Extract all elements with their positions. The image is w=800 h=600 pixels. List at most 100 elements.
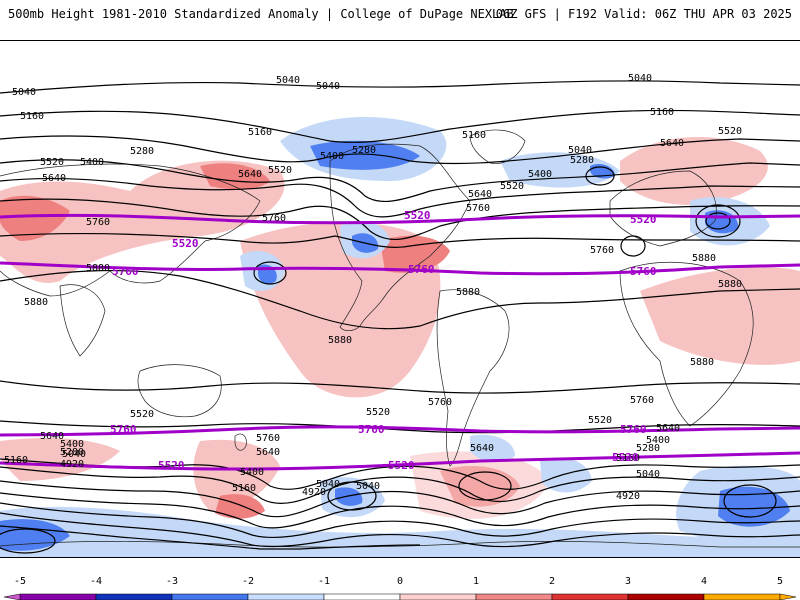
contour-5160-n xyxy=(0,109,800,143)
colorbar-segment xyxy=(171,593,249,600)
label-5160: 5160 xyxy=(20,111,44,122)
colorbar-tick-label: -5 xyxy=(14,576,26,587)
coast-africa xyxy=(619,261,754,427)
contour-closed-low-europe xyxy=(695,204,741,238)
purple-5520-s xyxy=(0,451,800,471)
contour-closed-low-sind xyxy=(723,484,777,518)
colorbar-segment xyxy=(323,593,401,600)
anomaly-pos-africa xyxy=(640,267,800,365)
header: 500mb Height 1981-2010 Standardized Anom… xyxy=(0,0,800,30)
label-5760: 5760 xyxy=(262,213,286,224)
colorbar-segment xyxy=(247,593,325,600)
label-5520: 5520 xyxy=(500,181,524,192)
coast-asia xyxy=(0,163,261,297)
label-purple-5760: 5760 xyxy=(630,265,657,278)
label-5400: 5400 xyxy=(240,467,264,478)
label-5880: 5880 xyxy=(690,357,714,368)
anomaly-neg-south-atl xyxy=(470,434,515,463)
anomaly-neg-arctic-core xyxy=(310,140,420,170)
anomaly-neg-arctic-east xyxy=(500,152,620,188)
label-5040: 5040 xyxy=(276,75,300,86)
colorbar-segment xyxy=(627,593,705,600)
label-5520: 5520 xyxy=(366,407,390,418)
label-5040: 5040 xyxy=(62,449,86,460)
anomaly-pos-south-pac-1 xyxy=(193,439,280,511)
anomaly-map: 5040 5040 5040 5040 5040 5160 5160 5160 … xyxy=(0,73,800,557)
label-5640: 5640 xyxy=(660,138,684,149)
label-5760: 5760 xyxy=(86,217,110,228)
label-4920: 4920 xyxy=(616,491,640,502)
coast-australia xyxy=(137,364,222,418)
label-5040: 5040 xyxy=(316,479,340,490)
contour-closed-low-ant xyxy=(0,528,56,554)
label-5040: 5040 xyxy=(636,469,660,480)
label-5400: 5400 xyxy=(320,151,344,162)
contour-closed-low-arctic xyxy=(585,166,615,186)
colorbar-tick-label: -3 xyxy=(166,576,178,587)
colorbar-tick-label: 5 xyxy=(777,576,783,587)
label-5520: 5520 xyxy=(718,126,742,137)
anomaly-pos-na xyxy=(380,235,450,273)
height-contours xyxy=(0,80,800,554)
label-5280: 5280 xyxy=(130,146,154,157)
colorbar-tick-label: 3 xyxy=(625,576,631,587)
contour-5040-n xyxy=(0,80,800,94)
colorbar-tick-label: -4 xyxy=(90,576,102,587)
map-title: 500mb Height 1981-2010 Standardized Anom… xyxy=(8,7,514,21)
contour-closed-low-spac xyxy=(327,481,377,511)
label-5760: 5760 xyxy=(256,433,280,444)
colorbar-segment xyxy=(703,593,781,600)
label-5520: 5520 xyxy=(130,409,154,420)
label-5040: 5040 xyxy=(316,81,340,92)
contour-5640-n xyxy=(0,198,800,240)
label-purple-5520: 5520 xyxy=(612,451,639,464)
anomaly-pos-europe xyxy=(620,137,768,205)
contour-5520-n xyxy=(0,177,800,218)
coast-new-zealand xyxy=(234,433,247,451)
contour-5520-s xyxy=(0,466,800,504)
colorbar-graphic: -5 -4 -3 -2 -1 0 1 2 3 4 5 xyxy=(3,576,797,600)
contour-5160-s xyxy=(0,502,800,539)
label-5040: 5040 xyxy=(568,145,592,156)
contour-5880-n xyxy=(0,269,800,330)
label-5040: 5040 xyxy=(356,481,380,492)
label-purple-5760: 5760 xyxy=(620,423,647,436)
colorbar-max-arrow xyxy=(779,593,797,600)
label-5160: 5160 xyxy=(232,483,256,494)
label-5640: 5640 xyxy=(656,423,680,434)
contour-5760-s xyxy=(0,420,800,434)
anomaly-pos-south-atl-halo xyxy=(410,451,550,519)
label-5400: 5400 xyxy=(646,435,670,446)
colorbar-tick-label: 2 xyxy=(549,576,555,587)
label-5880: 5880 xyxy=(718,279,742,290)
label-5400: 5400 xyxy=(528,169,552,180)
coast-greenland xyxy=(469,129,526,164)
label-5640: 5640 xyxy=(238,169,262,180)
coast-antarctica xyxy=(0,540,800,548)
colorbar-min-arrow xyxy=(3,593,21,600)
anomaly-neg-south-indian-core xyxy=(718,486,790,527)
label-purple-5520: 5520 xyxy=(388,459,415,472)
contour-closed-high-satl xyxy=(458,471,512,501)
label-5400: 5400 xyxy=(80,157,104,168)
colorbar-segment xyxy=(475,593,553,600)
contour-labels: 5040 5040 5040 5040 5040 5160 5160 5160 … xyxy=(4,73,742,502)
label-5040: 5040 xyxy=(12,87,36,98)
label-5400: 5400 xyxy=(60,439,84,450)
label-5760: 5760 xyxy=(428,397,452,408)
coast-india xyxy=(59,284,106,357)
colorbar-tick-label: 0 xyxy=(397,576,403,587)
label-5160: 5160 xyxy=(462,130,486,141)
label-5640: 5640 xyxy=(470,443,494,454)
label-5040: 5040 xyxy=(628,73,652,84)
anomaly-neg-south-pac-1-core xyxy=(335,487,363,506)
label-5640: 5640 xyxy=(42,173,66,184)
label-4920: 4920 xyxy=(60,459,84,470)
label-5880: 5880 xyxy=(86,263,110,274)
anomaly-pos-asia-core xyxy=(0,195,70,241)
coast-europe xyxy=(609,170,717,247)
colorbar-segment xyxy=(551,593,629,600)
colorbar-tick-label: -1 xyxy=(318,576,330,587)
label-purple-5760: 5760 xyxy=(110,423,137,436)
label-purple-5760: 5760 xyxy=(358,423,385,436)
